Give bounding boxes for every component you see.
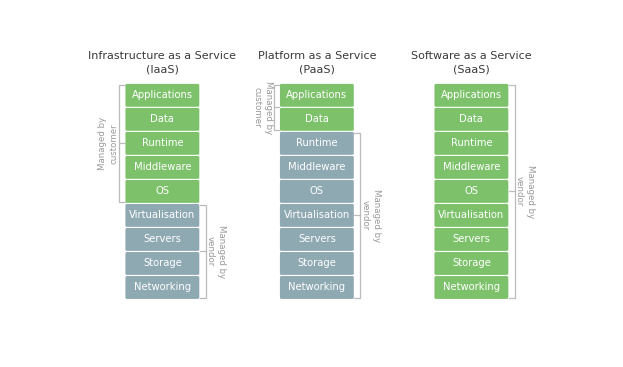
Text: Managed by
vendor: Managed by vendor (361, 189, 381, 242)
Text: OS: OS (155, 186, 169, 196)
Text: Networking: Networking (288, 283, 345, 292)
Text: Middleware: Middleware (442, 162, 500, 172)
Text: Servers: Servers (298, 235, 336, 244)
Text: Applications: Applications (287, 90, 348, 100)
FancyBboxPatch shape (125, 156, 199, 179)
Text: Managed by
customer: Managed by customer (253, 81, 273, 134)
Text: Runtime: Runtime (296, 138, 338, 148)
Text: Platform as a Service
(PaaS): Platform as a Service (PaaS) (258, 51, 376, 74)
FancyBboxPatch shape (125, 204, 199, 227)
Text: Applications: Applications (132, 90, 193, 100)
FancyBboxPatch shape (125, 108, 199, 131)
Text: Servers: Servers (143, 235, 181, 244)
Text: Data: Data (305, 115, 329, 124)
FancyBboxPatch shape (280, 228, 354, 251)
Text: OS: OS (464, 186, 478, 196)
FancyBboxPatch shape (125, 252, 199, 275)
FancyBboxPatch shape (280, 276, 354, 299)
Text: Infrastructure as a Service
(IaaS): Infrastructure as a Service (IaaS) (88, 51, 236, 74)
FancyBboxPatch shape (125, 132, 199, 155)
FancyBboxPatch shape (434, 228, 508, 251)
FancyBboxPatch shape (280, 132, 354, 155)
Text: Runtime: Runtime (141, 138, 183, 148)
FancyBboxPatch shape (434, 252, 508, 275)
FancyBboxPatch shape (125, 180, 199, 203)
Text: Servers: Servers (452, 235, 490, 244)
Text: Managed by
vendor: Managed by vendor (206, 225, 226, 278)
FancyBboxPatch shape (280, 180, 354, 203)
Text: Networking: Networking (134, 283, 191, 292)
FancyBboxPatch shape (434, 276, 508, 299)
Text: Networking: Networking (443, 283, 500, 292)
Text: Runtime: Runtime (450, 138, 492, 148)
FancyBboxPatch shape (434, 84, 508, 107)
Text: Virtualisation: Virtualisation (283, 210, 350, 221)
Text: Middleware: Middleware (133, 162, 191, 172)
Text: Virtualisation: Virtualisation (438, 210, 505, 221)
FancyBboxPatch shape (125, 276, 199, 299)
Text: Data: Data (459, 115, 483, 124)
Text: Storage: Storage (297, 258, 336, 269)
Text: Managed by
vendor: Managed by vendor (515, 165, 535, 218)
Text: Storage: Storage (452, 258, 491, 269)
FancyBboxPatch shape (280, 84, 354, 107)
Text: Storage: Storage (143, 258, 182, 269)
FancyBboxPatch shape (434, 204, 508, 227)
FancyBboxPatch shape (434, 108, 508, 131)
FancyBboxPatch shape (434, 180, 508, 203)
FancyBboxPatch shape (434, 156, 508, 179)
FancyBboxPatch shape (125, 84, 199, 107)
Text: Software as a Service
(SaaS): Software as a Service (SaaS) (411, 51, 531, 74)
FancyBboxPatch shape (280, 204, 354, 227)
FancyBboxPatch shape (280, 252, 354, 275)
Text: Data: Data (150, 115, 174, 124)
Text: OS: OS (310, 186, 324, 196)
FancyBboxPatch shape (434, 132, 508, 155)
Text: Managed by
customer: Managed by customer (98, 117, 118, 170)
Text: Applications: Applications (441, 90, 502, 100)
Text: Middleware: Middleware (288, 162, 346, 172)
FancyBboxPatch shape (280, 108, 354, 131)
FancyBboxPatch shape (125, 228, 199, 251)
FancyBboxPatch shape (280, 156, 354, 179)
Text: Virtualisation: Virtualisation (129, 210, 196, 221)
